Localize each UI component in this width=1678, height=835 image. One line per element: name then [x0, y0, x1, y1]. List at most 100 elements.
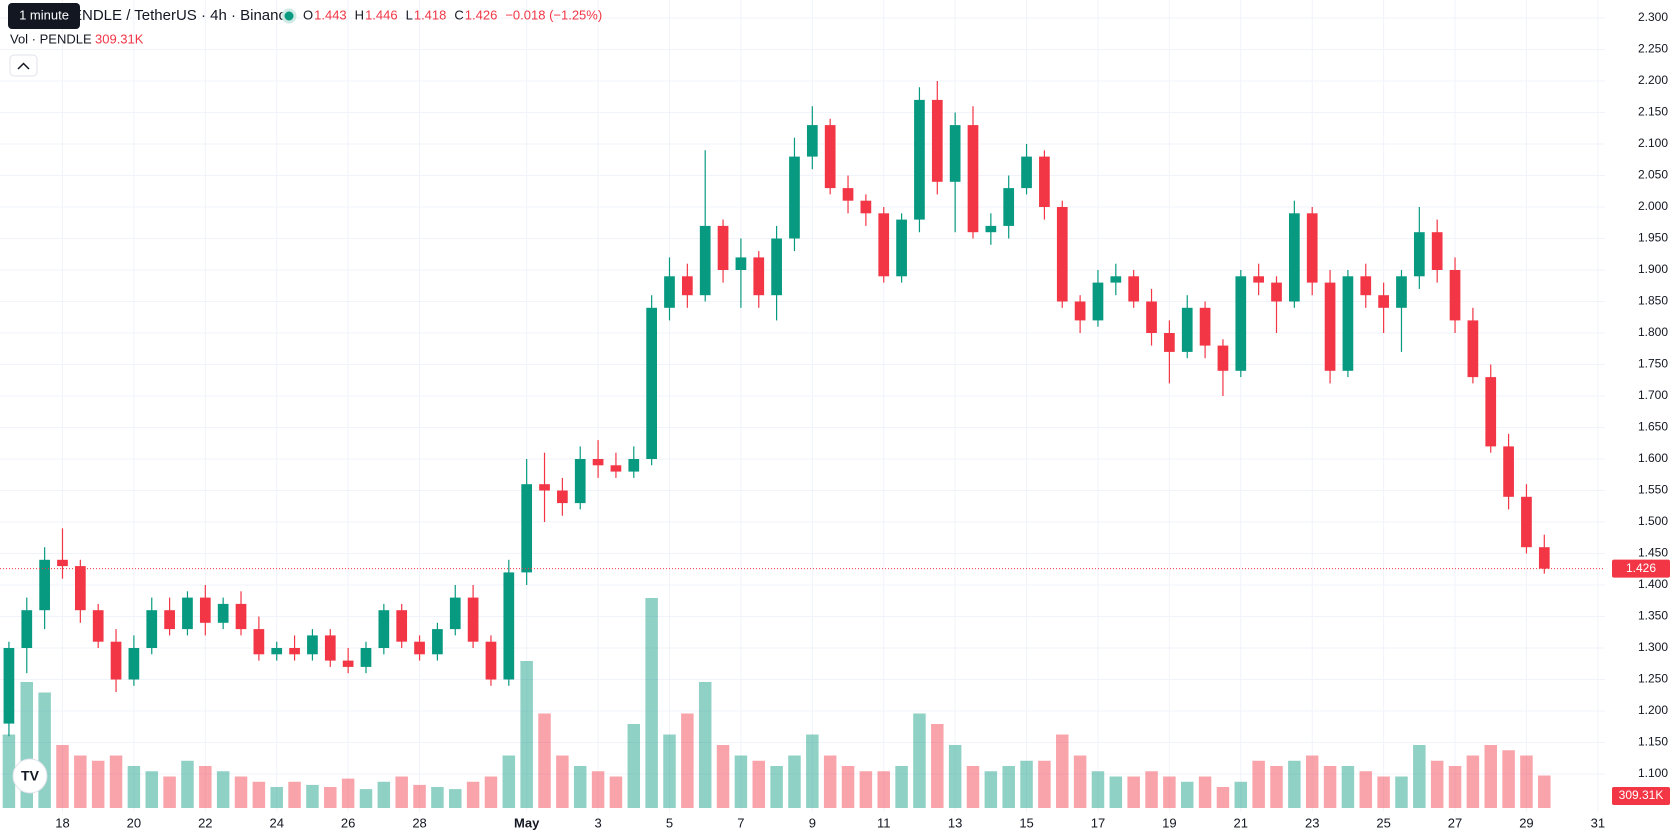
volume-bar [145, 771, 159, 808]
volume-bar [556, 755, 569, 808]
candle-body [21, 610, 33, 648]
x-tick-label: 27 [1448, 815, 1462, 830]
candle-body [1288, 213, 1300, 302]
grid [0, 0, 1605, 812]
volume-bar [484, 776, 498, 808]
last-volume-label: 309.31K [1619, 788, 1664, 802]
y-tick-label: 1.650 [1638, 420, 1668, 434]
candle-body [1003, 188, 1015, 226]
y-tick-label: 1.550 [1638, 483, 1668, 497]
candle-body [1503, 446, 1514, 497]
candle-body [1306, 213, 1318, 283]
volume-bar [895, 766, 908, 808]
ohlc-key: C [454, 7, 463, 22]
candle-body [1217, 345, 1229, 371]
volume-bar [252, 781, 266, 808]
volume-bar [663, 734, 676, 808]
symbol-title: PENDLE / TetherUS · 4h · Binance [62, 7, 294, 24]
volume-bar [1073, 755, 1087, 808]
ohlc-value: 1.426 [465, 7, 498, 22]
volume-bar [359, 789, 373, 808]
candle-body [1467, 320, 1479, 378]
x-tick-label: 26 [341, 815, 355, 830]
candle-body [574, 459, 586, 504]
y-tick-label: 1.700 [1638, 388, 1668, 402]
volume-bar [1305, 755, 1319, 808]
candle-body [771, 238, 782, 296]
candle-body [717, 225, 729, 270]
volume-bar [466, 781, 480, 808]
candle-body [432, 629, 443, 655]
volume-bar [1234, 781, 1248, 808]
volume-bar [627, 724, 641, 808]
candle-body [1324, 282, 1336, 371]
ohlc-value: 1.418 [414, 7, 447, 22]
volume-bar [752, 760, 766, 808]
candle-body [610, 465, 622, 472]
x-tick-label: 18 [55, 815, 69, 830]
volume-bar [734, 755, 748, 808]
volume-bar [395, 776, 408, 808]
volume-bar [1145, 771, 1158, 808]
volume-bar [234, 776, 248, 808]
volume-bar [698, 682, 712, 808]
candle-body [307, 635, 318, 655]
volume-bar [74, 755, 87, 808]
candle-body [878, 213, 890, 277]
candle-body [1360, 276, 1372, 296]
volume-bar [109, 755, 123, 808]
candle-body [449, 597, 461, 630]
x-tick-label: 31 [1591, 815, 1605, 830]
volume-bar [1502, 750, 1515, 808]
candle-body [1485, 377, 1497, 447]
candle-body [967, 125, 979, 233]
volume-bar [823, 755, 837, 808]
last-price-bg [1612, 559, 1670, 578]
candle-body [1181, 307, 1193, 352]
volume-bar [431, 787, 444, 808]
volume-bar [199, 766, 212, 808]
y-tick-label: 1.850 [1638, 294, 1668, 308]
candle-body [1199, 307, 1211, 346]
candle-body [628, 459, 640, 472]
x-tick-label: 22 [198, 815, 212, 830]
candle-body [860, 200, 872, 214]
candle-body [735, 257, 747, 270]
volume-bar [984, 771, 998, 808]
y-tick-label: 2.100 [1638, 136, 1668, 150]
ohlc-key: H [355, 7, 364, 22]
candle-body [128, 648, 140, 680]
volume-bar [770, 766, 783, 808]
candle-body [1431, 232, 1443, 270]
candle-body [182, 597, 193, 630]
candle-body [503, 572, 515, 680]
candle-body [699, 225, 711, 296]
volume-bar [449, 789, 462, 808]
candle-body [931, 99, 943, 182]
candle-body [235, 603, 247, 630]
y-tick-label: 1.800 [1638, 325, 1668, 339]
candle-body [378, 610, 390, 648]
candle-body [1074, 301, 1086, 321]
candle-body [557, 490, 568, 504]
volume-bar [806, 734, 819, 808]
candle-body [342, 660, 354, 667]
candle-body [271, 648, 283, 655]
y-tick-label: 1.500 [1638, 514, 1668, 528]
y-tick-label: 2.050 [1638, 168, 1668, 182]
volume-bar [1341, 766, 1355, 808]
candle-body [842, 188, 854, 201]
candle-body [646, 307, 657, 459]
collapse-button[interactable] [9, 54, 38, 77]
candle-body [485, 641, 497, 680]
x-tick-label: 24 [269, 815, 283, 830]
volume-bar [609, 776, 623, 808]
candle-body [824, 125, 836, 189]
volume-bar [859, 771, 873, 808]
volume-bar [1127, 776, 1140, 808]
x-tick-label: 19 [1162, 815, 1176, 830]
candle-body [164, 610, 175, 630]
ohlc-value: 1.446 [365, 7, 398, 22]
x-tick-label: 28 [412, 815, 426, 830]
